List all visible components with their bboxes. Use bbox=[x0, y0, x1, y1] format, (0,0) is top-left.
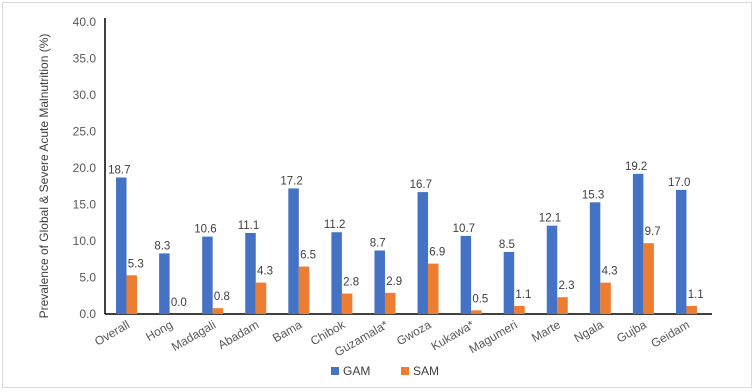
value-label-gam: 17.2 bbox=[280, 175, 302, 187]
bar-gam-magumeri bbox=[503, 251, 515, 314]
value-label-gam: 18.7 bbox=[108, 164, 130, 176]
bar-gam-bama bbox=[288, 188, 299, 314]
value-label-sam: 1.1 bbox=[515, 289, 531, 301]
bar-gam-gwoza bbox=[417, 192, 429, 314]
bar-gam-marte bbox=[546, 225, 558, 314]
legend: GAM SAM bbox=[331, 364, 439, 378]
category-label: Abadam bbox=[216, 317, 262, 351]
value-label-gam: 12.1 bbox=[539, 213, 561, 225]
value-label-sam: 0.8 bbox=[214, 291, 230, 303]
y-tick-label: 25.0 bbox=[73, 125, 97, 139]
bar-gam-hong bbox=[159, 253, 170, 314]
y-tick-label: 35.0 bbox=[73, 52, 97, 66]
bar-gam-madagali bbox=[202, 236, 213, 314]
bar-sam-madagali bbox=[212, 308, 224, 314]
bar-gam-kukawa bbox=[460, 235, 472, 314]
bar-sam-guzamala bbox=[384, 292, 396, 314]
value-label-sam: 2.3 bbox=[559, 280, 575, 292]
value-label-gam: 16.7 bbox=[410, 179, 432, 191]
value-label-gam: 17.0 bbox=[668, 177, 690, 189]
y-axis-ticks: 0.0 5.0 10.0 15.0 20.0 25.0 30.0 35.0 40.0 bbox=[73, 15, 97, 321]
category-label: Madagali bbox=[169, 317, 218, 353]
value-label-sam: 5.3 bbox=[128, 258, 144, 270]
category-label: Gwoza bbox=[394, 317, 434, 348]
category-label: Ngala bbox=[572, 317, 606, 345]
y-tick-label: 15.0 bbox=[73, 198, 97, 212]
value-label-gam: 8.7 bbox=[370, 237, 386, 249]
value-label-gam: 15.3 bbox=[582, 189, 604, 201]
value-label-sam: 9.7 bbox=[645, 226, 661, 238]
value-label-gam: 11.1 bbox=[238, 220, 260, 232]
bar-sam-magumeri bbox=[514, 305, 525, 314]
y-tick-label: 30.0 bbox=[73, 88, 97, 102]
value-labels: 18.7 5.3 8.3 0.0 10.6 0.8 11.1 4.3 17.2 6.5 11.2 2.… bbox=[108, 161, 704, 309]
bar-gam-gujba bbox=[632, 173, 644, 314]
bar-sam-kukawa bbox=[471, 310, 482, 314]
legend-label-sam: SAM bbox=[413, 364, 439, 378]
value-label-sam: 0.5 bbox=[472, 293, 488, 305]
value-label-gam: 10.7 bbox=[453, 223, 475, 235]
value-label-sam: 6.9 bbox=[429, 247, 445, 259]
value-label-sam: 2.9 bbox=[386, 276, 402, 288]
legend-swatch-sam bbox=[401, 367, 409, 375]
y-tick-label: 10.0 bbox=[73, 234, 97, 248]
y-tick-label: 0.0 bbox=[79, 307, 96, 321]
legend-swatch-gam bbox=[331, 367, 339, 375]
category-label: Marte bbox=[529, 317, 563, 345]
value-label-sam: 4.3 bbox=[257, 266, 273, 278]
value-label-sam: 0.0 bbox=[171, 297, 187, 309]
value-label-sam: 6.5 bbox=[300, 250, 316, 262]
category-label: Geidam bbox=[649, 317, 692, 350]
value-label-gam: 8.3 bbox=[154, 240, 170, 252]
bar-sam-geidam bbox=[686, 305, 697, 314]
bar-sam-overall bbox=[126, 275, 138, 314]
bar-sam-abadam bbox=[255, 282, 267, 314]
bar-sam-ngala bbox=[600, 282, 611, 314]
value-label-gam: 19.2 bbox=[625, 161, 647, 173]
y-tick-label: 5.0 bbox=[79, 271, 96, 285]
bar-gam-geidam bbox=[675, 189, 687, 314]
chart-frame bbox=[2, 2, 752, 388]
y-tick-label: 40.0 bbox=[73, 15, 97, 29]
value-label-gam: 11.2 bbox=[324, 219, 346, 231]
bar-gam-overall bbox=[116, 177, 127, 314]
bar-sam-marte bbox=[557, 297, 568, 314]
category-label: Overall bbox=[92, 317, 132, 348]
bar-gam-guzamala bbox=[374, 250, 385, 314]
legend-label-gam: GAM bbox=[343, 364, 370, 378]
value-label-sam: 4.3 bbox=[602, 266, 618, 278]
bars bbox=[116, 173, 697, 314]
bar-sam-gujba bbox=[643, 243, 654, 314]
y-axis-label: Prevalence of Global & Severe Acute Maln… bbox=[37, 34, 51, 319]
value-label-gam: 10.6 bbox=[194, 224, 216, 236]
value-label-gam: 8.5 bbox=[499, 239, 515, 251]
bar-sam-gwoza bbox=[428, 263, 439, 314]
category-label: Bama bbox=[270, 317, 304, 345]
bar-gam-abadam bbox=[245, 232, 256, 314]
y-tick-label: 20.0 bbox=[73, 161, 97, 175]
value-label-sam: 2.8 bbox=[343, 277, 359, 289]
bar-gam-chibok bbox=[331, 232, 342, 314]
value-label-sam: 1.1 bbox=[688, 289, 704, 301]
bar-gam-ngala bbox=[589, 202, 601, 314]
bar-sam-chibok bbox=[341, 293, 353, 314]
category-label: Gujba bbox=[614, 317, 649, 345]
category-label: Magumeri bbox=[466, 317, 519, 356]
bar-sam-bama bbox=[298, 266, 310, 314]
